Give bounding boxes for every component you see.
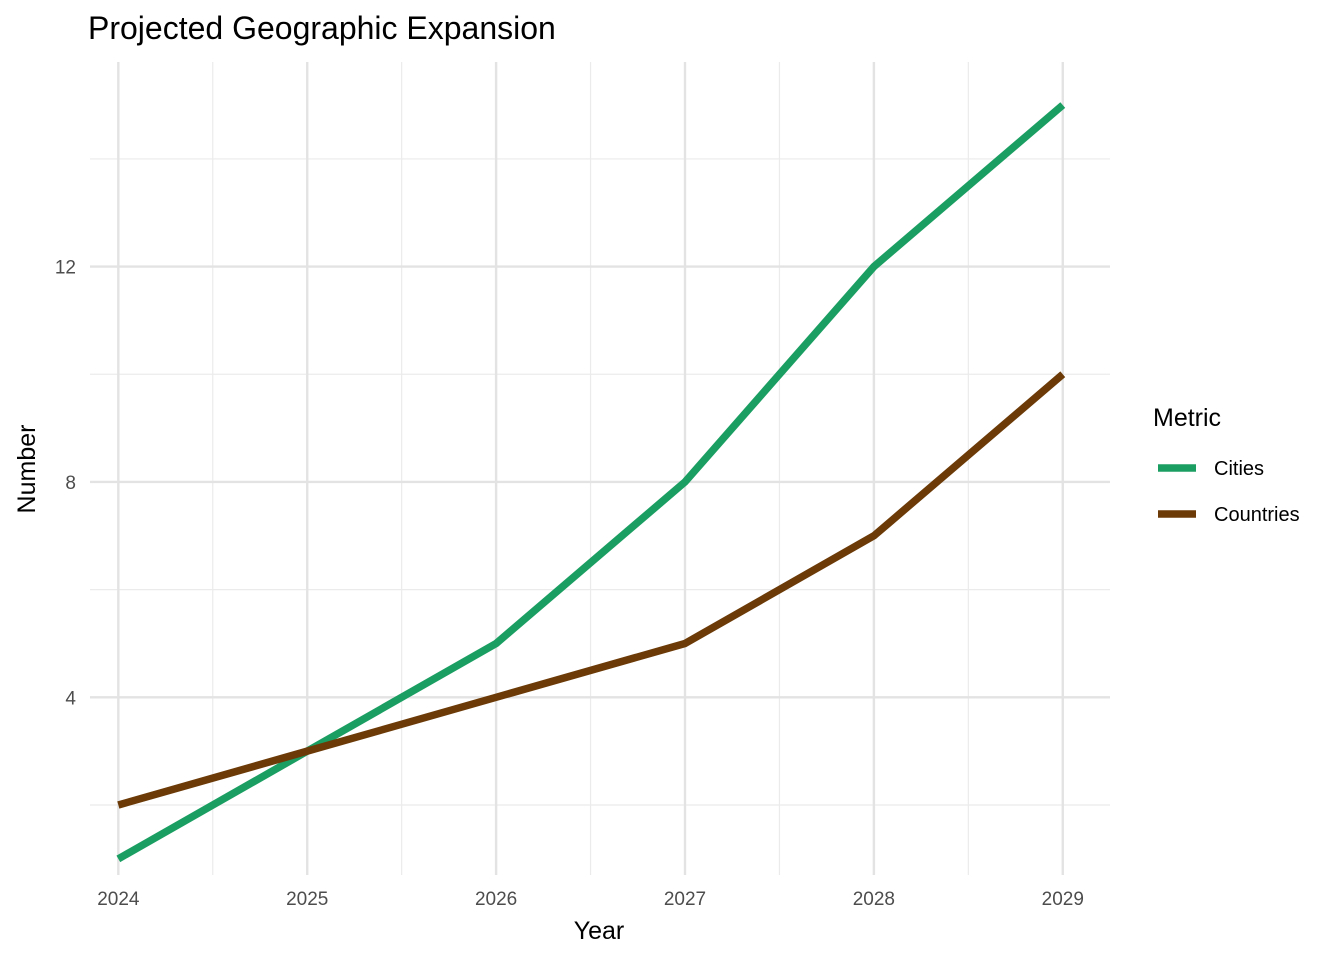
- y-tick-label: 4: [65, 688, 76, 709]
- legend-items: Cities Countries: [1158, 458, 1300, 526]
- x-tick-label: 2024: [97, 889, 140, 910]
- x-axis-ticks: 2024 2025 2026 2027 2028 2029: [97, 889, 1084, 910]
- legend-label-countries: Countries: [1214, 504, 1300, 526]
- x-tick-label: 2027: [664, 889, 706, 910]
- y-tick-label: 8: [65, 473, 76, 494]
- x-tick-label: 2028: [853, 889, 895, 910]
- y-tick-label: 12: [55, 258, 76, 279]
- major-gridlines: [90, 62, 1110, 875]
- legend: Metric Cities Countries: [1153, 404, 1300, 526]
- series-lines: [116, 102, 1066, 863]
- legend-title: Metric: [1153, 404, 1221, 432]
- y-axis-title: Number: [13, 425, 41, 514]
- x-axis-title: Year: [574, 917, 625, 945]
- chart-title: Projected Geographic Expansion: [88, 10, 556, 46]
- y-axis-ticks: 4 8 12: [55, 258, 77, 710]
- legend-label-cities: Cities: [1214, 458, 1264, 480]
- x-tick-label: 2029: [1042, 889, 1084, 910]
- x-tick-label: 2025: [286, 889, 328, 910]
- minor-gridlines: [90, 62, 1110, 875]
- series-line-countries: [117, 371, 1066, 809]
- series-line-cities: [116, 102, 1066, 863]
- x-tick-label: 2026: [475, 889, 517, 910]
